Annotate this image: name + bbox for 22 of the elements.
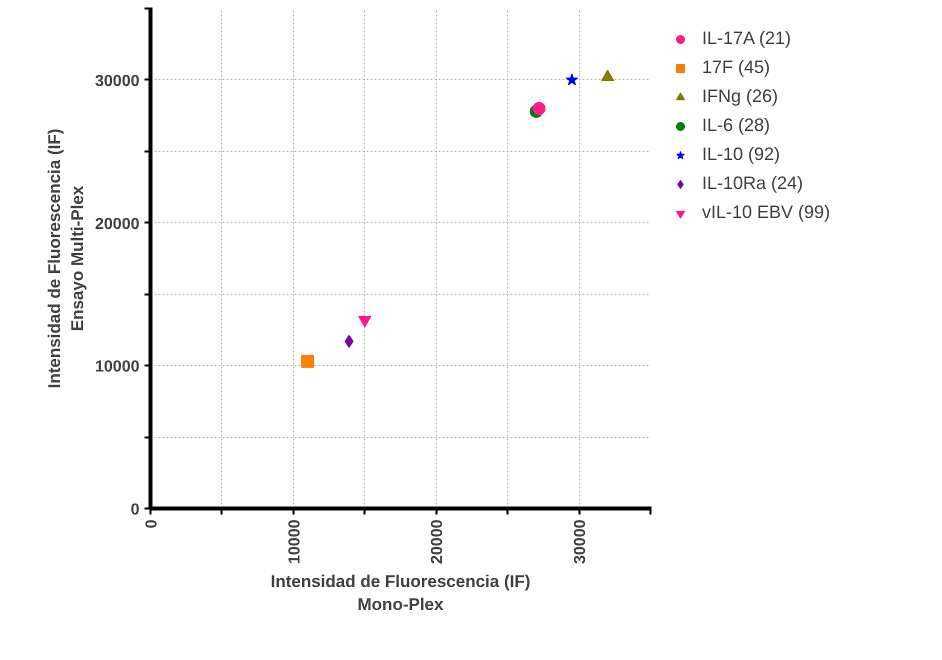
x-tick-label: 20000 [429,519,446,564]
y-axis-title: Intensidad de Fluorescencia (IF) Ensayo Multi-Plex [45,128,88,388]
x-tick-label: 10000 [286,519,304,564]
legend-label: IL-17A (21) [702,28,792,49]
legend-label: 17F (45) [702,57,770,78]
point [532,102,546,115]
y-tick-label: 20000 [95,216,140,233]
legend-label: vIL-10 EBV (99) [702,202,830,223]
point [301,354,314,368]
legend-label: IL-6 (28) [702,115,770,136]
legend-label: IL-10 (92) [702,144,780,165]
legend-label: IL-10Ra (24) [702,173,804,194]
legend-label: IFNg (26) [702,86,778,107]
point [601,70,614,82]
x-axis-title: Intensidad de Fluorescencia (IF) Mono-Plex [270,572,530,614]
point [344,334,354,348]
y-tick-label: 0 [130,502,140,518]
point [566,73,578,86]
x-tick-label: 0 [144,519,160,528]
y-tick-label: 10000 [95,358,140,376]
x-tick-label: 30000 [572,519,590,564]
y-tick-label: 30000 [95,72,140,90]
